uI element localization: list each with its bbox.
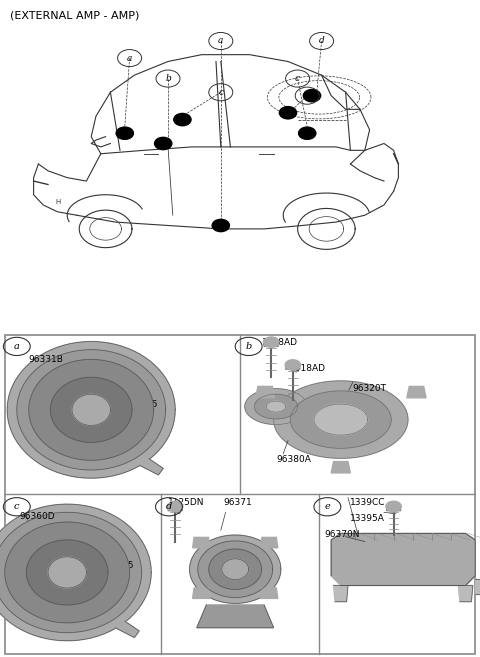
Text: 96320T: 96320T	[353, 384, 387, 393]
Polygon shape	[407, 386, 426, 397]
Circle shape	[303, 89, 321, 102]
Circle shape	[116, 127, 133, 139]
Polygon shape	[386, 504, 401, 510]
Polygon shape	[50, 377, 132, 442]
Text: 1018AD: 1018AD	[262, 338, 298, 348]
Polygon shape	[192, 537, 210, 548]
Text: H: H	[55, 198, 60, 204]
Circle shape	[212, 219, 229, 232]
Text: 13395A: 13395A	[350, 514, 385, 523]
Polygon shape	[72, 394, 110, 426]
Text: 1018AD: 1018AD	[290, 364, 326, 373]
Text: d: d	[166, 502, 172, 511]
Text: c: c	[218, 88, 223, 97]
Text: 96371: 96371	[223, 497, 252, 507]
Polygon shape	[245, 389, 307, 424]
Polygon shape	[192, 588, 210, 599]
Polygon shape	[115, 622, 139, 637]
Polygon shape	[314, 404, 368, 435]
Text: 1125DN: 1125DN	[168, 497, 204, 507]
Polygon shape	[274, 381, 408, 459]
Polygon shape	[266, 401, 286, 412]
Text: a: a	[218, 37, 224, 45]
Polygon shape	[255, 386, 275, 397]
Text: 96380A: 96380A	[276, 455, 311, 464]
Polygon shape	[264, 340, 278, 346]
Polygon shape	[458, 585, 473, 602]
Polygon shape	[139, 459, 163, 475]
Polygon shape	[168, 504, 182, 510]
Polygon shape	[197, 605, 274, 627]
Text: b: b	[245, 342, 252, 351]
Polygon shape	[331, 462, 350, 473]
Polygon shape	[475, 579, 480, 593]
Circle shape	[264, 337, 279, 348]
Circle shape	[299, 127, 316, 139]
Text: c: c	[14, 502, 20, 511]
Polygon shape	[48, 557, 86, 588]
Text: b: b	[165, 74, 171, 83]
Polygon shape	[198, 541, 273, 597]
Polygon shape	[331, 533, 475, 585]
Polygon shape	[0, 512, 142, 633]
Polygon shape	[286, 363, 300, 369]
Polygon shape	[290, 391, 391, 448]
Text: 96360D: 96360D	[19, 512, 55, 521]
Polygon shape	[29, 359, 154, 461]
Polygon shape	[254, 394, 298, 419]
Circle shape	[168, 501, 183, 512]
Text: c: c	[295, 74, 300, 83]
Circle shape	[386, 501, 401, 512]
Polygon shape	[261, 588, 278, 599]
Polygon shape	[17, 350, 166, 470]
Circle shape	[279, 106, 297, 119]
Text: (EXTERNAL AMP - AMP): (EXTERNAL AMP - AMP)	[10, 11, 139, 20]
Text: 1339CC: 1339CC	[350, 497, 386, 507]
Polygon shape	[209, 549, 262, 589]
Circle shape	[174, 114, 191, 125]
Circle shape	[155, 137, 172, 150]
Text: 94415: 94415	[106, 561, 134, 570]
Text: e: e	[304, 91, 310, 100]
Polygon shape	[7, 342, 175, 478]
Text: d: d	[319, 37, 324, 45]
Polygon shape	[222, 559, 249, 579]
Text: 96331B: 96331B	[29, 355, 64, 363]
Polygon shape	[0, 504, 151, 641]
Polygon shape	[190, 535, 281, 603]
Polygon shape	[26, 540, 108, 605]
Text: 94415: 94415	[130, 400, 158, 409]
Text: 96370N: 96370N	[324, 530, 360, 539]
Polygon shape	[261, 537, 278, 548]
Polygon shape	[334, 585, 348, 602]
Text: e: e	[324, 502, 330, 511]
Text: a: a	[14, 342, 20, 351]
Polygon shape	[5, 522, 130, 623]
Circle shape	[285, 360, 300, 370]
Text: a: a	[127, 54, 132, 62]
